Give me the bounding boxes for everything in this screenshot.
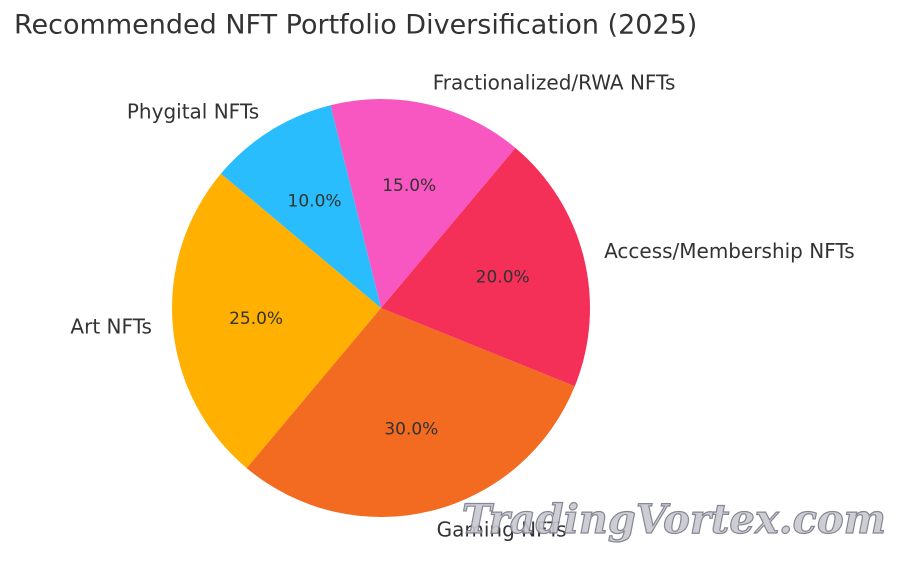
watermark: TradingVortex.com <box>462 496 886 543</box>
slice-label: Phygital NFTs <box>127 100 259 124</box>
labels: Art NFTs 25.0% Gaming NFTs 30.0% Access/Memb… <box>70 70 854 541</box>
pie-slice <box>220 105 381 308</box>
slice-label: Art NFTs <box>70 315 152 339</box>
value-label: 30.0% <box>384 420 438 440</box>
value-label: 10.0% <box>288 192 342 212</box>
value-label: 20.0% <box>476 268 530 288</box>
value-label: 15.0% <box>382 176 436 196</box>
value-label: 25.0% <box>229 309 283 329</box>
slice-label: Fractionalized/RWA NFTs <box>433 70 676 94</box>
pie-slice <box>330 98 516 308</box>
pie-slice <box>246 308 575 517</box>
pie-slice <box>172 173 381 469</box>
chart-title: Recommended NFT Portfolio Diversificatio… <box>14 10 697 41</box>
slice-label: Gaming NFTs <box>437 518 567 542</box>
pie-slice <box>381 147 590 387</box>
slice-label: Access/Membership NFTs <box>604 239 855 263</box>
pie <box>172 98 590 517</box>
